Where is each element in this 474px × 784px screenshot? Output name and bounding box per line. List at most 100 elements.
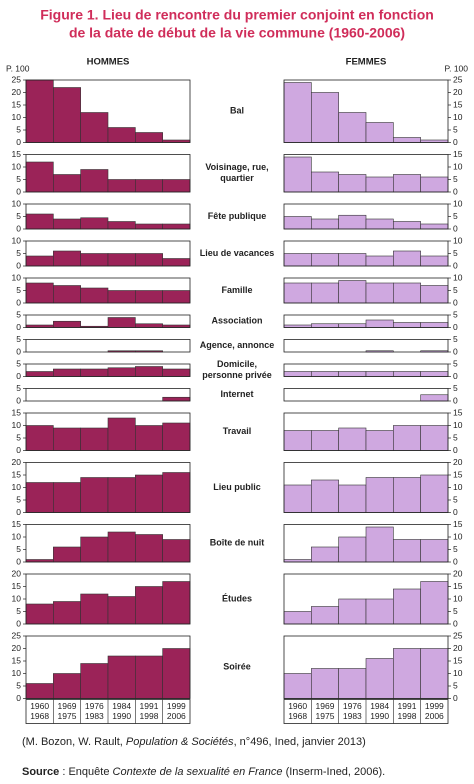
- bar: [107, 531, 136, 563]
- bar: [420, 394, 449, 402]
- panel-frame: [25, 314, 191, 328]
- bar: [135, 132, 163, 143]
- y-tick-label: 15: [12, 469, 22, 479]
- bar: [283, 484, 312, 513]
- bar: [365, 371, 394, 377]
- y-tick-label: 5: [16, 211, 21, 221]
- row-label: Fête publique: [208, 211, 267, 221]
- bar: [135, 586, 163, 625]
- bar: [338, 280, 367, 304]
- y-tick-label: 10: [12, 531, 22, 541]
- row-label: Soirée: [223, 662, 251, 672]
- source-part: Contexte de la sexualité en France: [113, 766, 283, 778]
- x-tick-label: 1969: [58, 701, 77, 711]
- bar: [311, 218, 339, 230]
- bar: [25, 603, 54, 625]
- x-tick-label: 1999: [425, 701, 444, 711]
- y-tick-label: 5: [16, 494, 21, 504]
- y-tick-label: 10: [453, 198, 463, 208]
- y-tick-label: 10: [12, 593, 22, 603]
- bar: [338, 253, 367, 267]
- bar: [311, 430, 339, 451]
- bar: [80, 253, 109, 267]
- bar: [365, 477, 394, 513]
- bar: [25, 213, 54, 230]
- title: Figure 1. Lieu de rencontre du premier c…: [40, 7, 434, 23]
- bar: [80, 536, 109, 563]
- bar: [393, 539, 421, 563]
- bar: [393, 371, 421, 377]
- y-tick-label: 5: [16, 544, 21, 554]
- y-tick-label: 0: [453, 445, 458, 455]
- bar: [365, 526, 394, 563]
- bar: [365, 255, 394, 267]
- y-tick-label: 0: [453, 297, 458, 307]
- bar: [162, 179, 191, 193]
- y-tick-label: 0: [453, 395, 458, 405]
- x-tick-label: 1990: [370, 711, 389, 721]
- y-tick-label: 0: [16, 137, 21, 147]
- x-tick-label: 2006: [167, 711, 186, 721]
- bar: [283, 282, 312, 304]
- panel-frame: [283, 635, 449, 699]
- panel-frame: [25, 339, 191, 353]
- y-tick-label: 10: [12, 198, 22, 208]
- y-tick-label: 20: [12, 87, 22, 97]
- bar: [420, 371, 449, 377]
- bar: [25, 161, 54, 193]
- y-tick-label: 10: [453, 161, 463, 171]
- bar: [283, 673, 312, 699]
- y-tick-label: 5: [16, 383, 21, 393]
- bar: [365, 282, 394, 304]
- bar: [107, 317, 136, 328]
- x-tick-label: 1975: [58, 711, 77, 721]
- bar: [311, 371, 339, 377]
- panel-frame: [283, 339, 449, 353]
- y-tick-label: 5: [453, 358, 458, 368]
- x-tick-label: 1984: [112, 701, 131, 711]
- panel-frame: [283, 524, 449, 563]
- y-tick-label: 5: [453, 248, 458, 258]
- bar: [365, 598, 394, 625]
- source: Source : Enquête Contexte de la sexualit…: [22, 766, 385, 778]
- bar: [365, 122, 394, 143]
- panel-frame: [25, 79, 191, 143]
- bar: [162, 396, 191, 402]
- bar: [283, 253, 312, 267]
- bar: [80, 112, 109, 143]
- bar: [107, 655, 136, 699]
- bar: [53, 601, 81, 625]
- y-tick-label: 0: [453, 371, 458, 381]
- bar: [162, 422, 191, 451]
- bar: [162, 581, 191, 625]
- panel-frame: [283, 79, 449, 143]
- bar: [283, 430, 312, 451]
- row-label: Domicile,: [217, 359, 257, 369]
- y-tick-label: 25: [453, 74, 463, 84]
- bar: [311, 668, 339, 699]
- bar: [25, 79, 54, 143]
- y-tick-label: 5: [453, 124, 458, 134]
- y-tick-label: 5: [16, 285, 21, 295]
- bar: [135, 366, 163, 377]
- y-tick-label: 0: [16, 556, 21, 566]
- citation-part: , n°496, Ined, janvier 2013): [234, 736, 366, 748]
- bar: [338, 214, 367, 230]
- y-tick-label: 0: [16, 322, 21, 332]
- bar: [135, 223, 163, 230]
- x-tick-label: 1976: [85, 701, 104, 711]
- bar: [80, 427, 109, 451]
- panel-frame: [25, 154, 191, 193]
- bar: [420, 255, 449, 267]
- panel-frame: [283, 388, 449, 402]
- bar: [393, 174, 421, 193]
- y-tick-label: 15: [12, 407, 22, 417]
- x-tick-label: 1975: [316, 711, 335, 721]
- bar: [53, 427, 81, 451]
- bar: [162, 472, 191, 513]
- y-tick-label: 25: [453, 630, 463, 640]
- bar: [420, 322, 449, 328]
- bar: [135, 323, 163, 328]
- x-tick-label: 2006: [425, 711, 444, 721]
- bar: [162, 648, 191, 699]
